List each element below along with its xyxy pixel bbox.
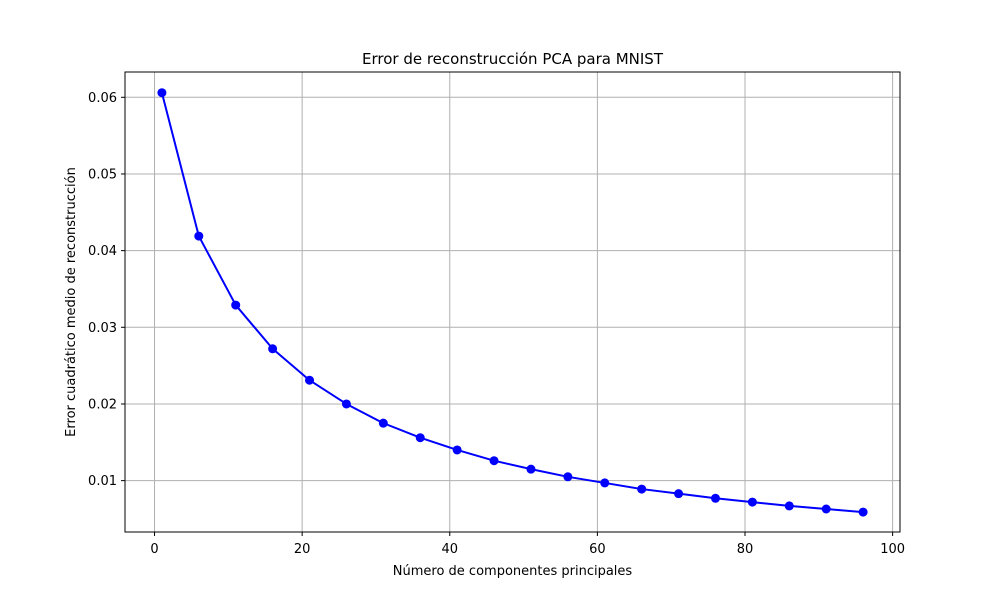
data-point [415,433,425,443]
grid-lines [125,72,900,532]
data-point [452,445,462,455]
series-line [160,92,864,514]
y-tick-label: 0.04 [88,244,117,259]
series-layer [157,88,868,517]
data-point [858,507,868,517]
y-tick-label: 0.01 [88,474,117,489]
data-point [378,418,388,428]
y-tick-label: 0.02 [88,397,117,412]
data-point [674,489,684,499]
x-tick-label: 80 [737,542,754,557]
x-tick-label: 60 [589,542,606,557]
plot-frame [124,71,901,533]
data-point [637,484,647,494]
data-point [268,344,278,354]
data-point [784,501,794,511]
data-point [194,231,204,241]
x-axis-label: Número de componentes principales [393,564,633,579]
y-tick-label: 0.05 [88,167,117,182]
data-point [710,493,720,503]
data-point [526,464,536,474]
data-point [157,88,167,98]
data-point [489,456,499,466]
y-tick-label: 0.06 [88,91,117,106]
data-point [305,375,315,385]
chart-title: Error de reconstrucción PCA para MNIST [362,50,664,68]
y-tick-label: 0.03 [88,321,117,336]
data-point [821,504,831,514]
data-point [341,399,351,409]
x-tick-label: 0 [150,542,158,557]
data-point [747,497,757,507]
data-point [563,472,573,482]
axis-ticks: 0 20 40 60 80 100 0.01 0.02 0.03 0.04 0.05 0.06 [88,91,905,557]
y-axis-label: Error cuadrático medio de reconstrucción [64,167,79,437]
data-point [600,478,610,488]
data-point [231,300,241,310]
x-tick-label: 40 [441,542,458,557]
x-tick-label: 20 [294,542,311,557]
x-tick-label: 100 [880,542,905,557]
